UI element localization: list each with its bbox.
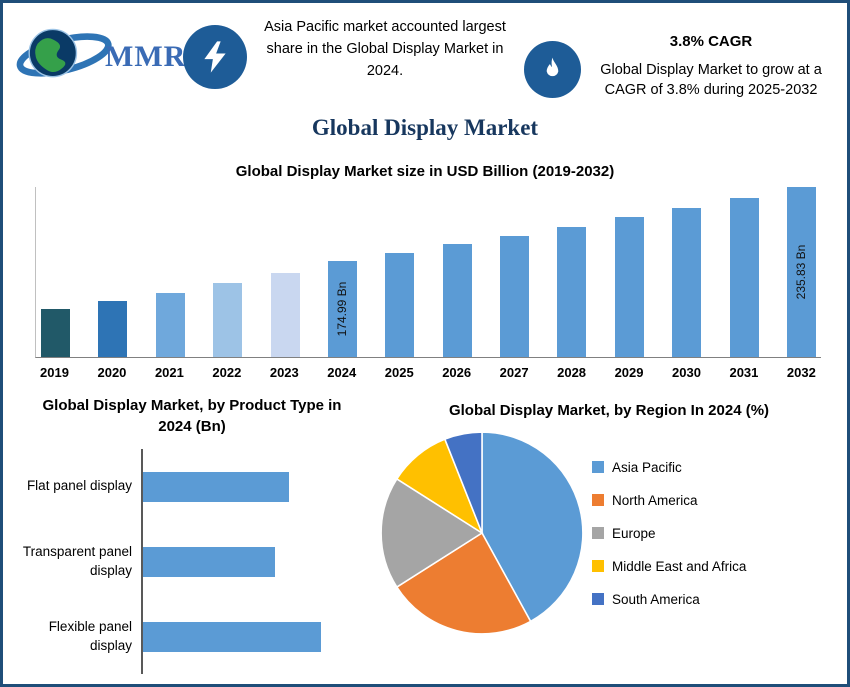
year-label-2021: 2021 [154,365,184,380]
cagr-callout: 3.8% CAGR Global Display Market to grow … [595,31,827,101]
legend-item-5: South America [592,583,746,616]
product-label: Transparent panel display [22,544,132,578]
year-label-2028: 2028 [557,365,587,380]
market-size-x-axis: 2019 2020 2021 2022 2023 2024 2025 2026 2027 2028… [35,365,821,380]
product-row: Flexible panel display [19,599,371,674]
year-label-2019: 2019 [40,365,69,380]
year-label-2024: 2024 [327,365,357,380]
legend-label: Asia Pacific [612,459,682,475]
bar-2019 [41,309,70,357]
cagr-value: 3.8% CAGR [669,33,753,50]
bar-2027 [500,236,529,357]
bar-2022 [213,283,243,357]
legend-label: South America [612,591,700,607]
region-pie-svg [380,431,584,635]
legend-item-4: Middle East and Africa [592,550,746,583]
year-label-2023: 2023 [269,365,299,380]
legend-swatch [592,527,604,539]
product-row: Transparent panel display [19,524,371,599]
market-size-plot-area: 174.99 Bn 235.83 Bn [35,187,821,358]
pie-slice-north-america [395,531,532,635]
product-bar-1 [143,471,289,502]
bar-2028 [557,227,587,357]
bar-2020 [98,301,128,357]
market-size-bar-chart: 174.99 Bn 235.83 Bn 2019 2020 2021 2022 2023 2… [35,187,821,387]
product-bar-2 [143,546,275,577]
bar-2025 [385,253,415,357]
bar-value-label-2024: 174.99 Bn [335,281,350,337]
bar-value-label-2032: 235.83 Bn [794,244,809,300]
year-label-2029: 2029 [614,365,644,380]
year-label-2031: 2031 [729,365,759,380]
flame-icon [524,41,581,98]
product-bar-area [141,599,371,674]
year-label-2020: 2020 [97,365,127,380]
year-label-2027: 2027 [499,365,529,380]
legend-swatch [592,560,604,572]
year-label-2032: 2032 [786,365,816,380]
product-label: Flexible panel display [48,619,132,653]
legend-swatch [592,593,604,605]
mmr-logo-text: MMR [105,39,187,73]
legend-label: Middle East and Africa [612,558,747,574]
year-label-2022: 2022 [212,365,242,380]
legend-swatch [592,461,604,473]
legend-item-1: Asia Pacific [592,451,746,484]
year-label-2026: 2026 [442,365,472,380]
region-pie-chart: Asia Pacific North America Europe Middle Ea… [378,429,840,637]
region-section: Global Display Market, by Region In 2024… [378,400,840,637]
year-label-2025: 2025 [384,365,414,380]
bar-2029 [614,217,644,357]
legend-label: Europe [612,525,656,541]
asia-pacific-callout: Asia Pacific market accounted largest sh… [264,19,506,79]
lightning-icon [183,25,247,89]
bar-2024: 174.99 Bn [327,261,357,357]
mmr-logo: MMR [15,19,186,94]
product-bar-area [141,449,371,524]
pie-legend: Asia Pacific North America Europe Middle Ea… [592,451,746,616]
product-bar-3 [143,621,321,652]
product-type-chart-title: Global Display Market, by Product Type i… [42,397,342,435]
bar-2023 [270,273,300,357]
cagr-text: Global Display Market to grow at a CAGR … [600,62,822,99]
pie-slice-asia-pacific [481,431,584,623]
product-row: Flat panel display [19,449,371,524]
bar-2031 [729,198,759,357]
pie-slice-south-america [443,431,483,534]
product-label: Flat panel display [26,478,132,494]
pie-slice-europe [380,477,484,589]
legend-label: North America [612,492,698,508]
region-chart-title: Global Display Market, by Region In 2024… [448,402,770,419]
product-type-bar-chart: Flat panel display Transparent panel disp… [19,449,371,674]
bar-2030 [672,208,702,357]
page-title: Global Display Market [311,115,539,140]
year-label-2030: 2030 [672,365,701,380]
legend-swatch [592,494,604,506]
legend-item-2: North America [592,484,746,517]
product-type-section: Global Display Market, by Product Type i… [13,395,371,674]
legend-item-3: Europe [592,517,746,550]
bar-2026 [442,244,472,357]
mmr-globe-icon [15,19,119,94]
product-bar-area [141,524,371,599]
market-size-chart-title: Global Display Market size in USD Billio… [235,163,615,180]
bar-2032: 235.83 Bn [786,187,816,357]
bar-2021 [155,293,185,357]
